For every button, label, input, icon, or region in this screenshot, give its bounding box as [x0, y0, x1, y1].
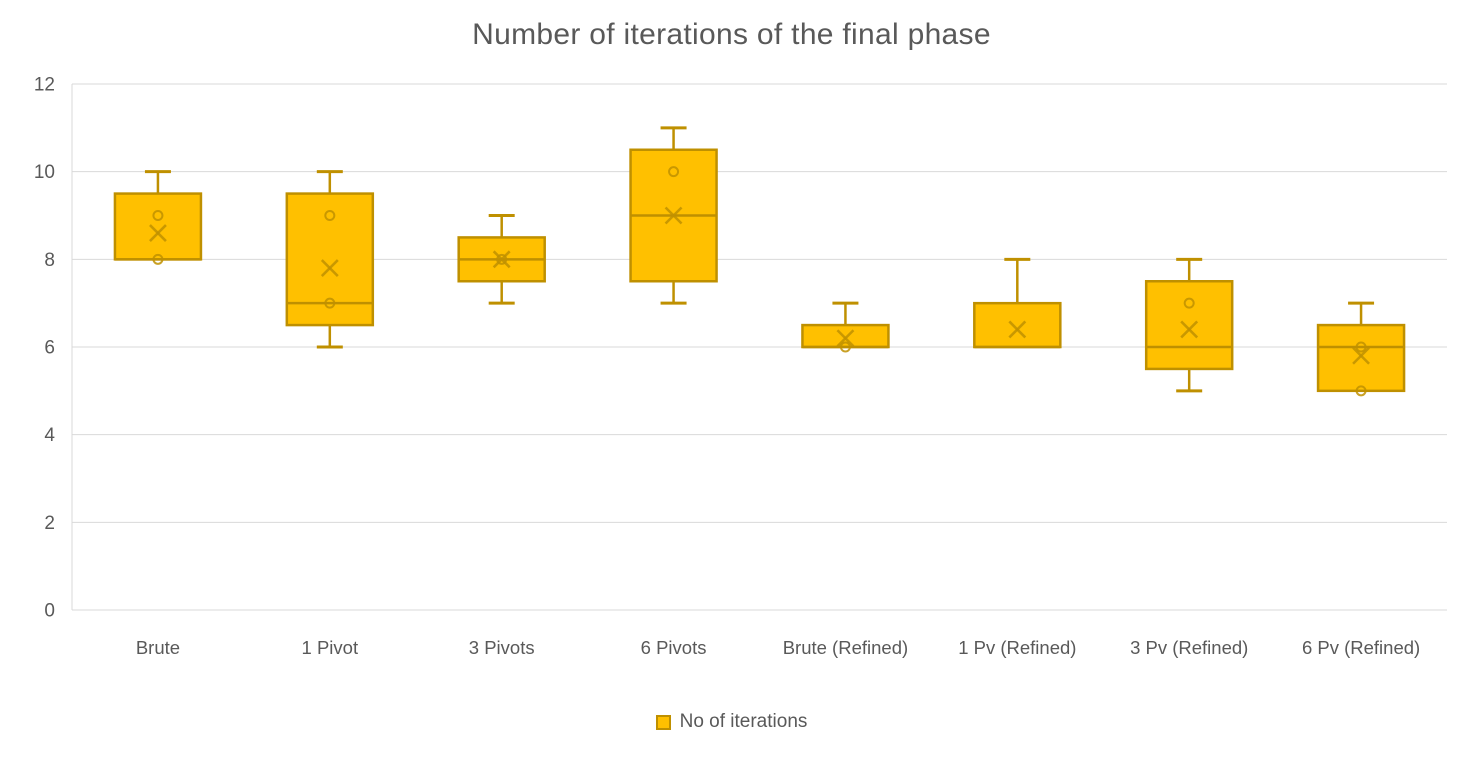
y-tick-label: 2: [44, 513, 55, 534]
data-point-marker-6-pv-refined: [1355, 385, 1367, 397]
mean-marker-brute: [149, 224, 167, 242]
data-point-marker-brute: [152, 210, 164, 221]
data-point-marker-1-pivot: [324, 297, 336, 309]
mean-marker-3-pv-refined: [1180, 320, 1199, 339]
legend-swatch-icon: [655, 714, 671, 730]
mean-marker-1-pv-refined: [1008, 320, 1027, 339]
y-tick-label: 8: [44, 250, 55, 271]
x-category-label: 6 Pivots: [641, 637, 707, 658]
data-point-marker-brute: [152, 253, 164, 265]
data-point-marker-brute-refined: [839, 341, 851, 353]
y-tick-label: 10: [34, 162, 55, 183]
mean-marker-1-pivot: [320, 259, 339, 278]
mean-marker-brute-refined: [836, 329, 855, 348]
box-1-pv-refined: [973, 301, 1062, 349]
box-brute-refined: [801, 323, 890, 349]
y-tick-label: 6: [44, 338, 55, 359]
legend-label: No of iterations: [679, 711, 808, 732]
box-3-pv-refined: [1144, 280, 1234, 371]
legend: No of iterations: [0, 711, 1463, 733]
mean-marker-6-pv-refined: [1352, 346, 1370, 365]
data-point-marker-6-pivots: [668, 166, 680, 178]
x-category-label: 3 Pivots: [469, 637, 535, 658]
x-category-label: 1 Pivot: [302, 637, 359, 658]
mean-marker-6-pivots: [664, 206, 683, 225]
x-category-label: 6 Pv (Refined): [1302, 637, 1420, 658]
y-tick-label: 0: [44, 601, 55, 622]
data-point-marker-3-pivots: [496, 253, 508, 265]
chart-title: Number of iterations of the final phase: [472, 18, 991, 51]
box-6-pv-refined: [1316, 323, 1406, 393]
box-1-pivot: [285, 192, 375, 327]
data-point-marker-3-pv-refined: [1183, 297, 1195, 309]
box-brute: [113, 192, 203, 261]
data-point-marker-1-pivot: [324, 210, 336, 221]
mean-marker-3-pivots: [492, 250, 511, 269]
y-tick-label: 4: [44, 425, 55, 446]
x-category-label: Brute (Refined): [783, 637, 908, 658]
data-point-marker-6-pv-refined: [1355, 341, 1367, 353]
y-tick-label: 12: [34, 75, 55, 96]
x-category-label: Brute: [136, 637, 180, 658]
x-category-label: 3 Pv (Refined): [1130, 637, 1248, 658]
x-category-label: 1 Pv (Refined): [958, 637, 1076, 658]
